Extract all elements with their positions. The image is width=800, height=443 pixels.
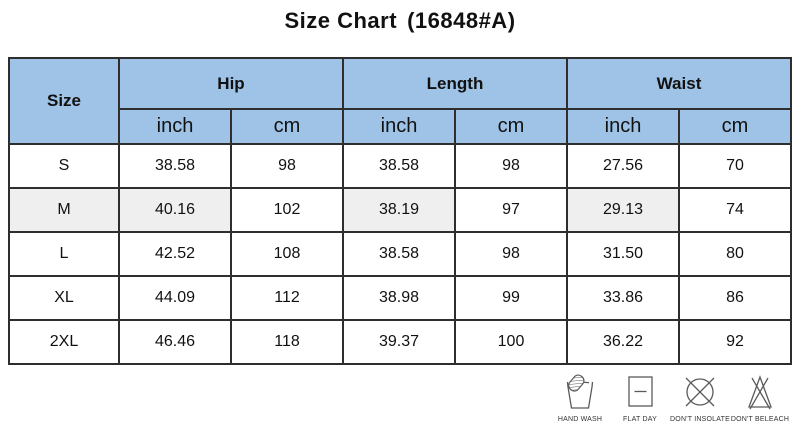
unit-header-length-cm: cm xyxy=(454,108,568,145)
data-cell: 102 xyxy=(230,187,344,233)
care-instructions: HAND WASH FLAT DAY DON'T INSOLATE xyxy=(550,372,790,423)
group-header-row: Size Hip Length Waist xyxy=(8,57,792,145)
title-main: Size Chart xyxy=(284,8,398,33)
unit-header-row: inch cm inch cm inch cm xyxy=(9,108,792,145)
data-cell: 98 xyxy=(230,143,344,189)
data-cell: 46.46 xyxy=(118,319,232,365)
table-row-xl: XL 44.09 112 38.98 99 33.86 86 xyxy=(8,275,792,321)
data-cell: 86 xyxy=(678,275,792,321)
data-cell: 38.98 xyxy=(342,275,456,321)
data-cell: 27.56 xyxy=(566,143,680,189)
table-row-m: M 40.16 102 38.19 97 29.13 74 xyxy=(8,187,792,233)
hand-wash-icon xyxy=(559,372,601,412)
size-cell: L xyxy=(8,231,120,277)
dont-insolate-icon xyxy=(680,372,720,412)
title-code: (16848#A) xyxy=(407,8,516,33)
care-item-flat-dry: FLAT DAY xyxy=(610,372,670,423)
unit-header-length-inch: inch xyxy=(342,108,456,145)
care-item-hand-wash: HAND WASH xyxy=(550,372,610,423)
data-cell: 70 xyxy=(678,143,792,189)
data-cell: 38.58 xyxy=(342,143,456,189)
data-cell: 33.86 xyxy=(566,275,680,321)
size-cell: 2XL xyxy=(8,319,120,365)
table-row-s: S 38.58 98 38.58 98 27.56 70 xyxy=(8,143,792,189)
data-cell: 38.58 xyxy=(342,231,456,277)
unit-header-hip-inch: inch xyxy=(118,108,232,145)
flat-dry-icon xyxy=(620,372,660,412)
table-row-2xl: 2XL 46.46 118 39.37 100 36.22 92 xyxy=(8,319,792,365)
col-header-hip: Hip xyxy=(118,57,344,110)
data-cell: 80 xyxy=(678,231,792,277)
data-cell: 39.37 xyxy=(342,319,456,365)
data-cell: 98 xyxy=(454,143,568,189)
care-label: HAND WASH xyxy=(557,416,603,423)
data-cell: 44.09 xyxy=(118,275,232,321)
data-cell: 42.52 xyxy=(118,231,232,277)
data-cell: 38.58 xyxy=(118,143,232,189)
data-cell: 99 xyxy=(454,275,568,321)
data-cell: 97 xyxy=(454,187,568,233)
care-label: DON'T BELEACH xyxy=(730,416,790,423)
size-cell: M xyxy=(8,187,120,233)
dont-bleach-icon xyxy=(740,372,780,412)
care-label: FLAT DAY xyxy=(623,416,657,423)
care-item-dont-bleach: DON'T BELEACH xyxy=(730,372,790,423)
col-header-waist: Waist xyxy=(566,57,792,110)
unit-header-waist-cm: cm xyxy=(678,108,792,145)
size-cell: XL xyxy=(8,275,120,321)
col-header-size: Size xyxy=(8,57,120,145)
unit-header-waist-inch: inch xyxy=(566,108,680,145)
data-cell: 100 xyxy=(454,319,568,365)
data-cell: 40.16 xyxy=(118,187,232,233)
care-item-dont-insolate: DON'T INSOLATE xyxy=(670,372,730,423)
data-cell: 31.50 xyxy=(566,231,680,277)
data-cell: 112 xyxy=(230,275,344,321)
col-header-length: Length xyxy=(342,57,568,110)
page-title: Size Chart (16848#A) xyxy=(0,8,800,34)
care-label: DON'T INSOLATE xyxy=(670,416,730,423)
data-cell: 108 xyxy=(230,231,344,277)
table-row-l: L 42.52 108 38.58 98 31.50 80 xyxy=(8,231,792,277)
data-cell: 92 xyxy=(678,319,792,365)
size-chart-table: Size Hip Length Waist inch cm inch cm in… xyxy=(8,57,792,365)
data-cell: 98 xyxy=(454,231,568,277)
data-cell: 29.13 xyxy=(566,187,680,233)
data-cell: 74 xyxy=(678,187,792,233)
data-cell: 38.19 xyxy=(342,187,456,233)
unit-header-hip-cm: cm xyxy=(230,108,344,145)
size-cell: S xyxy=(8,143,120,189)
data-cell: 36.22 xyxy=(566,319,680,365)
data-cell: 118 xyxy=(230,319,344,365)
